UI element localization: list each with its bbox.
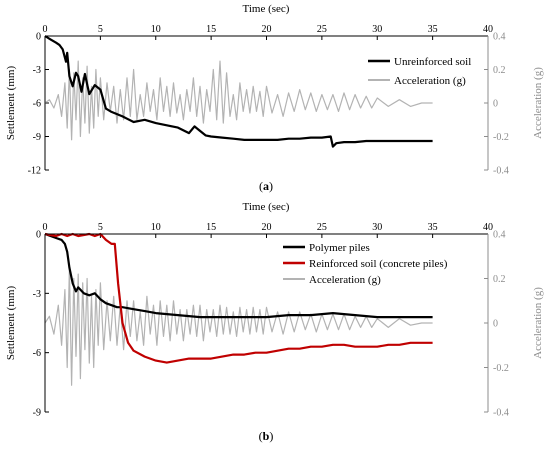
chart-a-legend-label-1: Acceleration (g) (394, 75, 466, 87)
chart-b-caption: (b) (259, 429, 274, 443)
chart-b-caption-close: ) (269, 429, 273, 443)
chart-b-y-tick-label: -6 (33, 348, 41, 359)
chart-b-y-label: Settlement (mm) (5, 286, 17, 361)
chart-b-legend-label-2: Acceleration (g) (309, 274, 381, 286)
chart-b: 0 5 10 15 20 25 30 35 40 0 -3 -6 -9 0.4 0.2 0 -0.2 -0.4… (5, 201, 544, 443)
chart-b-x-tick-label: 35 (428, 222, 438, 233)
chart-a-y-tick-label: -9 (33, 132, 41, 143)
chart-b-legend: Polymer piles Reinforced soil (concrete … (283, 242, 448, 286)
chart-b-y2-tick-label: 0.4 (493, 230, 506, 241)
chart-a-y2-tick-label: -0.4 (493, 166, 509, 177)
chart-b-y2-tick-label: -0.4 (493, 408, 509, 419)
chart-b-x-tick-label: 40 (483, 222, 493, 233)
chart-b-x-ticks: 0 5 10 15 20 25 30 35 40 (43, 222, 493, 238)
chart-a-x-tick-label: 40 (483, 24, 493, 35)
chart-a-y-tick-label: -3 (33, 65, 41, 76)
chart-a-x-tick-label: 5 (98, 24, 103, 35)
chart-a-series (44, 35, 433, 148)
chart-b-x-label: Time (sec) (243, 201, 290, 213)
chart-a-y2-tick-label: 0 (493, 99, 498, 110)
chart-b-legend-label-1: Reinforced soil (concrete piles) (309, 258, 448, 270)
chart-b-x-tick-label: 0 (43, 222, 48, 233)
chart-a-legend: Unreinforced soil Acceleration (g) (368, 56, 471, 87)
chart-a-x-tick-label: 25 (317, 24, 327, 35)
chart-b-y2-tick-label: 0 (493, 319, 498, 330)
chart-a-y-tick-label: -12 (28, 166, 41, 177)
chart-b-y2-tick-label: -0.2 (493, 363, 509, 374)
chart-a-y2-label: Acceleration (g) (532, 67, 544, 139)
chart-a-series-1-line (44, 60, 433, 141)
chart-a-x-label: Time (sec) (243, 3, 290, 15)
chart-a-y2-tick-label: 0.2 (493, 65, 506, 76)
chart-a-x-tick-label: 15 (206, 24, 216, 35)
chart-a-series-0-line (44, 35, 433, 148)
chart-a-x-tick-label: 0 (43, 24, 48, 35)
chart-b-y2-label: Acceleration (g) (532, 287, 544, 359)
chart-b-x-tick-label: 10 (151, 222, 161, 233)
chart-a-x-tick-label: 30 (372, 24, 382, 35)
chart-b-y-tick-label: -9 (33, 408, 41, 419)
chart-a: 0 5 10 15 20 25 30 35 40 0 -3 -6 -9 -12 0.4 0.2 0 -0.2 -… (5, 3, 544, 193)
chart-b-x-tick-label: 25 (317, 222, 327, 233)
chart-a-x-tick-label: 20 (262, 24, 272, 35)
chart-b-caption-open: ( (259, 429, 263, 443)
chart-a-y-tick-label: -6 (33, 99, 41, 110)
chart-a-y2-tick-label: 0.4 (493, 32, 506, 43)
chart-a-legend-label-0: Unreinforced soil (394, 56, 471, 68)
chart-b-series (44, 232, 433, 386)
chart-a-y-label: Settlement (mm) (5, 66, 17, 141)
chart-b-x-tick-label: 30 (372, 222, 382, 233)
chart-a-x-ticks: 0 5 10 15 20 25 30 35 40 (43, 24, 493, 40)
chart-a-x-tick-label: 10 (151, 24, 161, 35)
chart-b-y-tick-label: -3 (33, 289, 41, 300)
chart-b-x-tick-label: 5 (98, 222, 103, 233)
chart-b-series-1-line (44, 232, 433, 364)
chart-a-y2-tick-label: -0.2 (493, 132, 509, 143)
chart-a-caption-letter: a (263, 179, 269, 193)
chart-b-x-tick-label: 20 (262, 222, 272, 233)
chart-a-caption-open: ( (259, 179, 263, 193)
chart-b-series-2-line (44, 266, 433, 386)
chart-a-caption: (a) (259, 179, 273, 193)
chart-b-x-tick-label: 15 (206, 222, 216, 233)
chart-b-y2-tick-label: 0.2 (493, 274, 506, 285)
chart-a-y-tick-label: 0 (36, 32, 41, 43)
chart-b-caption-letter: b (263, 429, 270, 443)
chart-a-x-tick-label: 35 (428, 24, 438, 35)
chart-b-legend-label-0: Polymer piles (309, 242, 370, 254)
chart-a-caption-close: ) (269, 179, 273, 193)
chart-b-y-tick-label: 0 (36, 230, 41, 241)
